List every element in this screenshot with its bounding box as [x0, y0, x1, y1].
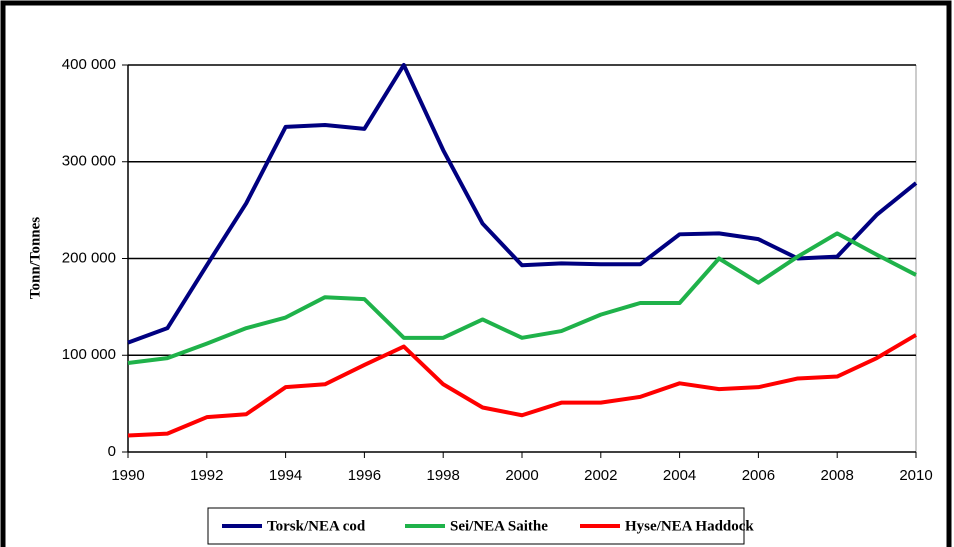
series-line [127, 231, 917, 365]
x-tick-label: 1994 [269, 467, 302, 484]
x-tick-label: 2008 [821, 467, 854, 484]
x-tick-label: 2006 [742, 467, 775, 484]
series-line [127, 333, 918, 438]
legend-box [207, 507, 745, 545]
legend-label: Sei/NEA Saithe [450, 518, 548, 534]
x-tick-label: 2004 [663, 467, 696, 484]
y-tick-label: 200 000 [62, 249, 116, 266]
y-tick-label: 100 000 [62, 346, 116, 363]
y-axis-label: Tonn/Tonnes [27, 217, 43, 299]
y-tick-label: 0 [108, 443, 116, 460]
x-tick-label: 2000 [505, 467, 538, 484]
legend-label: Hyse/NEA Haddock [625, 518, 754, 534]
series-line [127, 63, 918, 345]
x-tick-label: 2010 [899, 467, 932, 484]
x-tick-label: 1990 [111, 467, 144, 484]
legend-label: Torsk/NEA cod [267, 518, 366, 534]
x-tick-label: 1998 [427, 467, 460, 484]
y-tick-label: 400 000 [62, 56, 116, 73]
x-tick-label: 1996 [348, 467, 381, 484]
x-tick-label: 1992 [190, 467, 223, 484]
x-tick-label: 2002 [584, 467, 617, 484]
y-tick-label: 300 000 [62, 153, 116, 170]
